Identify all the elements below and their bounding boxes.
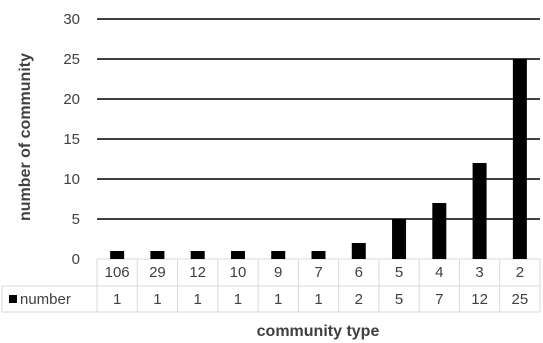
data-table-value: 1 bbox=[234, 291, 242, 308]
data-table-value: 12 bbox=[471, 291, 488, 308]
x-tick-label: 10 bbox=[230, 264, 247, 281]
y-tick-label: 5 bbox=[72, 211, 80, 228]
y-tick-label: 0 bbox=[72, 251, 80, 268]
x-tick-label: 6 bbox=[355, 264, 363, 281]
bar bbox=[230, 251, 245, 259]
x-tick-label: 29 bbox=[149, 264, 166, 281]
y-tick-label: 10 bbox=[63, 171, 80, 188]
bar bbox=[392, 219, 407, 259]
bar bbox=[512, 59, 527, 259]
y-tick-label: 15 bbox=[63, 131, 80, 148]
data-table-value: 1 bbox=[314, 291, 322, 308]
bar bbox=[110, 251, 125, 259]
bar bbox=[150, 251, 165, 259]
data-table-value: 1 bbox=[113, 291, 121, 308]
x-tick-label: 9 bbox=[274, 264, 282, 281]
x-tick-label: 2 bbox=[516, 264, 524, 281]
y-tick-label: 30 bbox=[63, 11, 80, 28]
x-tick-label: 4 bbox=[435, 264, 443, 281]
bar bbox=[311, 251, 326, 259]
data-table-value: 1 bbox=[274, 291, 282, 308]
y-axis-title: number of community bbox=[17, 53, 34, 221]
data-table-value: 25 bbox=[512, 291, 529, 308]
bars bbox=[110, 59, 527, 259]
data-table-value: 1 bbox=[153, 291, 161, 308]
bar bbox=[432, 203, 447, 259]
y-tick-label: 20 bbox=[63, 91, 80, 108]
data-table-value: 7 bbox=[435, 291, 443, 308]
x-tick-label: 3 bbox=[475, 264, 483, 281]
x-tick-label: 5 bbox=[395, 264, 403, 281]
data-table-value: 5 bbox=[395, 291, 403, 308]
data-table-value: 2 bbox=[355, 291, 363, 308]
x-tick-label: 12 bbox=[189, 264, 206, 281]
x-axis-title: community type bbox=[257, 323, 380, 340]
y-tick-label: 25 bbox=[63, 51, 80, 68]
bar bbox=[271, 251, 286, 259]
x-tick-label: 7 bbox=[314, 264, 322, 281]
x-tick-label: 106 bbox=[105, 264, 130, 281]
legend-key bbox=[9, 295, 17, 303]
bar bbox=[190, 251, 205, 259]
bar bbox=[472, 163, 487, 259]
legend-label: number bbox=[20, 291, 71, 308]
gridlines bbox=[97, 18, 540, 260]
data-table-value: 1 bbox=[194, 291, 202, 308]
bar bbox=[351, 243, 366, 259]
y-tick-labels: 0 5 10 15 20 25 30 bbox=[63, 11, 80, 268]
